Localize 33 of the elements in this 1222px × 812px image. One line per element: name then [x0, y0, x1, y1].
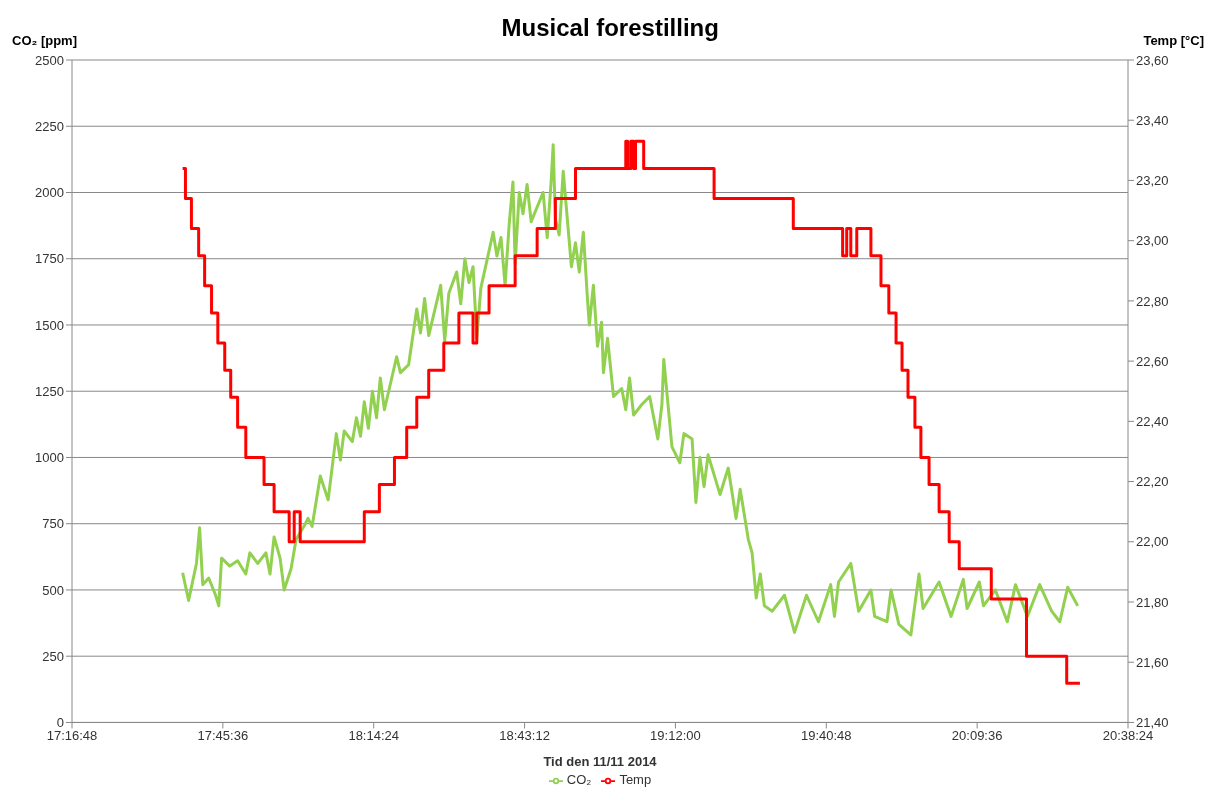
y2-tick-label: 22,00: [1136, 534, 1169, 550]
y-tick-label: 250: [42, 648, 64, 664]
y-tick-label: 2000: [35, 185, 64, 201]
y-tick-label: 2250: [35, 118, 64, 134]
legend-label: Temp: [619, 772, 652, 788]
x-tick-label: 18:14:24: [348, 727, 400, 743]
y2-tick-label: 22,60: [1136, 353, 1169, 369]
y-axis-title: CO₂ [ppm]: [12, 33, 77, 48]
y-tick-label: 500: [42, 582, 64, 598]
y2-tick-label: 21,80: [1136, 594, 1169, 610]
y-tick-label: 1000: [35, 450, 64, 466]
y-tick-label: 2500: [35, 52, 64, 68]
y-tick-label: 1250: [35, 383, 64, 399]
y-tick-label: 750: [42, 516, 64, 532]
y2-tick-label: 23,60: [1136, 52, 1169, 68]
y2-tick-label: 23,00: [1136, 233, 1169, 249]
x-tick-label: 18:43:12: [499, 727, 550, 743]
x-tick-label: 20:09:36: [951, 727, 1003, 743]
y2-tick-label: 23,40: [1136, 112, 1169, 128]
legend-label: CO₂: [566, 772, 592, 788]
x-tick-label: 19:40:48: [800, 727, 852, 743]
y2-tick-label: 22,40: [1136, 413, 1169, 429]
chart-title: Musical forestilling: [501, 14, 719, 43]
x-axis-title: Tid den 11/11 2014: [543, 754, 658, 770]
y2-axis-title: Temp [°C]: [1143, 33, 1204, 48]
y2-tick-label: 21,60: [1136, 654, 1169, 670]
y-tick-label: 1750: [35, 251, 64, 267]
x-tick-label: 17:45:36: [197, 727, 249, 743]
y2-tick-label: 22,80: [1136, 293, 1169, 309]
y2-tick-label: 23,20: [1136, 173, 1169, 189]
x-tick-label: 19:12:00: [650, 727, 701, 743]
y2-tick-label: 22,20: [1136, 474, 1169, 490]
y-tick-label: 1500: [35, 317, 64, 333]
